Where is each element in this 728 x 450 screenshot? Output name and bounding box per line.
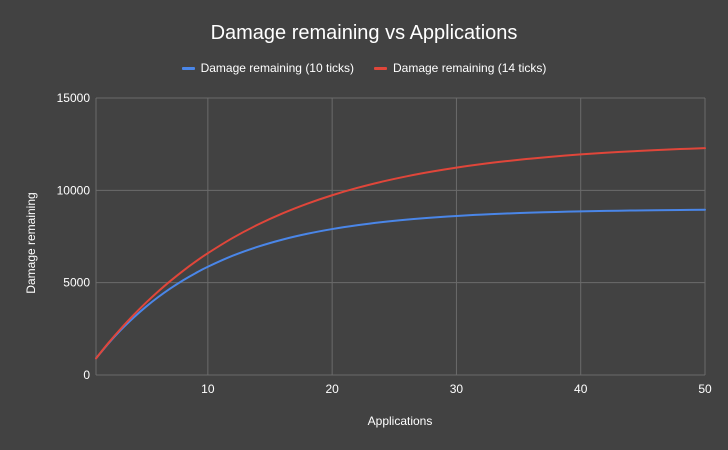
legend-swatch-10-ticks	[181, 66, 195, 70]
legend-label-14-ticks: Damage remaining (14 ticks)	[393, 61, 547, 75]
y-tick-label: 10000	[57, 183, 91, 197]
chart-title: Damage remaining vs Applications	[210, 22, 518, 44]
x-tick-label: 50	[698, 382, 712, 396]
legend: Damage remaining (10 ticks) Damage remai…	[0, 61, 728, 75]
y-tick-label: 5000	[63, 276, 90, 290]
x-tick-label: 40	[574, 382, 588, 396]
x-axis-title: Applications	[368, 414, 433, 428]
y-axis-title: Damage remaining	[24, 192, 38, 293]
x-tick-label: 30	[450, 382, 464, 396]
legend-swatch-14-ticks	[374, 66, 387, 70]
x-tick-label: 10	[201, 382, 215, 396]
series-line-14-ticks[interactable]	[95, 147, 706, 360]
series-line-10-ticks[interactable]	[95, 208, 706, 360]
x-tick-label: 20	[325, 382, 339, 396]
legend-item-10-ticks[interactable]: Damage remaining (10 ticks)	[181, 61, 354, 75]
y-tick-label: 15000	[57, 91, 91, 105]
legend-label-10-ticks: Damage remaining (10 ticks)	[200, 61, 354, 75]
legend-item-14-ticks[interactable]: Damage remaining (14 ticks)	[374, 61, 546, 75]
tick-layer: 0 5000 10000 15000 10 20 30 40 50	[57, 91, 712, 396]
grid-layer	[95, 97, 706, 376]
series-layer	[95, 147, 706, 360]
y-tick-label: 0	[83, 368, 90, 382]
